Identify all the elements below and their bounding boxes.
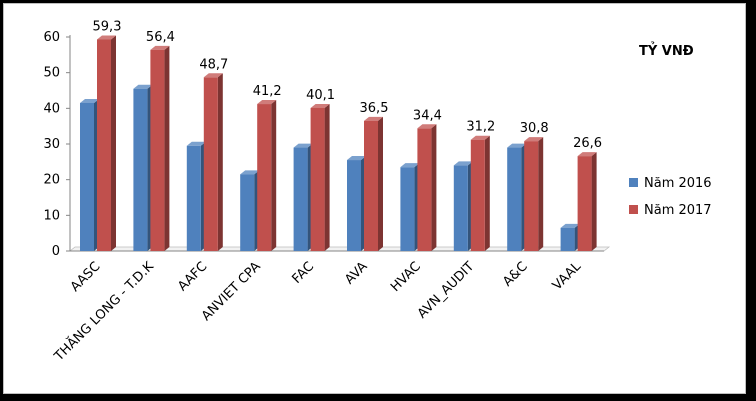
bar (310, 107, 325, 251)
data-label: 48,7 (199, 57, 228, 72)
bar-side (591, 152, 597, 251)
bar (364, 120, 378, 251)
bar-top (417, 124, 437, 129)
data-label: 36,5 (360, 101, 389, 116)
bar-top (150, 45, 170, 50)
bar (400, 167, 415, 251)
x-tick-label: FAC (290, 259, 318, 287)
unit-label: TỶ VNĐ (639, 42, 694, 59)
bar-top (310, 103, 330, 108)
bar-side (164, 45, 170, 252)
bar (257, 104, 272, 251)
bar (470, 139, 485, 251)
bar-side (378, 116, 383, 251)
data-label: 30,8 (520, 121, 549, 136)
bar-top (577, 152, 597, 157)
x-tick-label: AVA (342, 259, 370, 287)
legend: Năm 2016 Năm 2017 (629, 176, 712, 218)
bar-top (257, 100, 277, 105)
bar (203, 77, 218, 251)
bar (293, 147, 308, 251)
data-label: 34,4 (413, 108, 442, 123)
bar-chart: 0 10 20 30 40 50 60 59,3 56,4 48,7 41,2 40,1 36,5 34… (43, 19, 712, 365)
x-tick-label: AVN_AUDIT (415, 259, 478, 322)
bar-side (431, 124, 437, 251)
bar-top (133, 84, 153, 89)
bar-top (560, 223, 580, 228)
data-label: 40,1 (306, 88, 335, 103)
data-labels: 59,3 56,4 48,7 41,2 40,1 36,5 34,4 31,2 30,8 26,6 (93, 19, 603, 151)
bar-top (203, 73, 223, 78)
bar-top (293, 143, 313, 148)
bar-side (271, 100, 277, 251)
y-tick-label: 30 (43, 137, 60, 152)
x-tick-label: AAFC (175, 259, 210, 294)
x-tick-label: A&C (500, 259, 530, 289)
data-label: 26,6 (573, 136, 602, 151)
y-tick-label: 60 (43, 30, 60, 45)
chart-frame: 0 10 20 30 40 50 60 59,3 56,4 48,7 41,2 40,1 36,5 34… (3, 3, 746, 394)
bar-top (186, 141, 206, 146)
bar-top (97, 35, 116, 40)
y-tick-label: 0 (52, 244, 60, 259)
data-label: 56,4 (146, 30, 175, 45)
bar (417, 128, 432, 251)
data-label: 59,3 (93, 19, 122, 34)
x-tick-label: AASC (68, 259, 104, 295)
legend-label: Năm 2016 (644, 176, 712, 191)
bar-top (347, 156, 366, 161)
x-tick-label: VAAL (550, 259, 585, 294)
bar-top (507, 143, 527, 148)
bar-side (111, 35, 116, 251)
bars (80, 35, 597, 252)
bar (577, 156, 592, 251)
bar-top (470, 135, 490, 140)
y-tick-label: 20 (43, 173, 60, 188)
bar (133, 88, 148, 251)
bar (507, 147, 522, 251)
y-tick-label: 50 (43, 66, 60, 81)
bar-top (400, 163, 420, 168)
bar (97, 39, 111, 251)
bar-top (364, 116, 383, 121)
bar (80, 102, 94, 251)
data-label: 41,2 (253, 84, 282, 99)
bar-top (80, 98, 99, 103)
bar (186, 145, 201, 251)
y-tick-label: 10 (43, 208, 60, 223)
legend-swatch (629, 205, 638, 214)
legend-label: Năm 2017 (644, 203, 712, 218)
bar (347, 160, 361, 251)
bar-top (524, 137, 544, 142)
data-label: 31,2 (466, 120, 495, 135)
bar-top (240, 170, 260, 175)
bar (560, 227, 575, 251)
bar-top (453, 161, 473, 166)
x-tick-label: THĂNG LONG - T.D.K (50, 258, 157, 365)
y-axis-ticks: 0 10 20 30 40 50 60 (43, 30, 70, 259)
legend-swatch (629, 178, 638, 187)
bar-side (484, 135, 490, 251)
y-tick-label: 40 (43, 101, 60, 116)
bar-side (217, 73, 223, 251)
bar (453, 165, 468, 251)
x-tick-label: HVAC (388, 259, 424, 295)
bar (240, 174, 255, 251)
bar (150, 49, 165, 252)
bar (524, 141, 539, 251)
bar-side (538, 137, 544, 251)
bar-side (324, 103, 330, 251)
